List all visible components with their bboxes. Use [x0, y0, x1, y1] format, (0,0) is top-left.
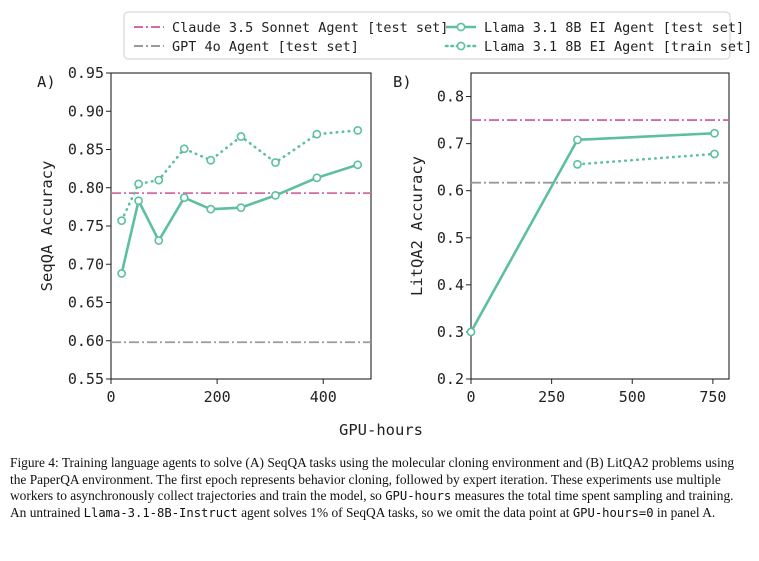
panel-b-y-tick-label: 0.2 [437, 370, 464, 388]
legend-claude-label: Claude 3.5 Sonnet Agent [test set] [172, 20, 448, 36]
panel-a-llama-test-point [312, 173, 322, 183]
panel-b-llama-test-point [573, 135, 582, 145]
legend-llama-test-marker [456, 22, 466, 32]
panel-b-y-tick-label: 0.4 [437, 276, 464, 294]
panel-b-x-tick-label: 250 [538, 388, 565, 406]
panel-b-llama-train-series-line [576, 152, 716, 166]
panel-a-llama-train-point [312, 129, 322, 139]
panel-a-y-tick-label: 0.60 [68, 332, 104, 350]
shared-x-axis-label: GPU-hours [339, 421, 423, 439]
figure-caption: Figure 4: Training language agents to so… [10, 455, 748, 521]
panel-a-llama-test-point [117, 269, 127, 278]
caption-code-gpu-hours: GPU-hours [385, 489, 452, 503]
panel-b-axes-frame [470, 72, 730, 380]
panel-a-llama-train-point [179, 144, 189, 154]
panel-a: 0.55 0.60 0.65 0.70 0.75 0.80 0.85 0.90 0.95 0 200… [37, 64, 372, 406]
panel-b-label: B) [393, 73, 412, 91]
panel-b-x-tick-label: 0 [466, 388, 475, 406]
panel-a-llama-train-point [206, 155, 216, 165]
caption-text-2: measures the total time spent sampling a… [10, 488, 734, 520]
panel-b-llama-test-point [466, 327, 476, 337]
figure-chart: Claude 3.5 Sonnet Agent [test set] GPT 4… [37, 11, 752, 439]
panel-a-y-tick-label: 0.95 [68, 64, 104, 82]
panel-a-x-tick-label: 200 [204, 388, 231, 406]
legend-gpt-label: GPT 4o Agent [test set] [172, 39, 359, 55]
panel-b-llama-test-point [710, 128, 719, 138]
panel-b-y-tick-label: 0.6 [437, 182, 464, 200]
legend-box [123, 11, 731, 60]
panel-a-llama-train-series-line [120, 129, 360, 222]
panel-b-y-tick-label: 0.3 [437, 323, 464, 341]
panel-a-llama-train-point [134, 179, 143, 189]
panel-b-y-axis-label: LitQA2 Accuracy [408, 156, 426, 296]
panel-a-llama-train-point [236, 132, 246, 141]
panel-a-y-tick-label: 0.70 [68, 255, 104, 273]
panel-b-y-tick-label: 0.7 [437, 135, 464, 153]
panel-a-llama-train-point [154, 175, 164, 185]
legend-llama-test-label: Llama 3.1 8B EI Agent [test set] [484, 20, 744, 36]
panel-b-llama-train-point [710, 149, 719, 159]
caption-text-1: Figure 4: Training language agents to so… [10, 455, 735, 503]
panel-a-llama-test-point [154, 236, 164, 245]
panel-b-x-tick-label: 750 [699, 388, 726, 406]
panel-a-x-tick-label: 0 [106, 388, 115, 406]
panel-a-y-tick-label: 0.85 [68, 141, 104, 159]
panel-b-x-tick-label: 500 [619, 388, 646, 406]
panel-a-llama-test-point [271, 190, 280, 200]
panel-a-llama-test-point [236, 203, 246, 213]
panel-a-x-tick-label: 400 [310, 388, 337, 406]
panel-a-label: A) [37, 73, 56, 91]
panel-a-llama-train-point [353, 125, 363, 135]
panel-a-llama-test-point [179, 193, 189, 203]
caption-code-gpu-hours-zero: GPU-hours=0 [572, 505, 654, 520]
panel-b-llama-test-series-line [469, 131, 716, 334]
panel-a-llama-test-point [353, 160, 363, 170]
caption-code-model: Llama-3.1-8B-Instruct [83, 505, 238, 520]
panel-a-y-tick-label: 0.75 [68, 217, 104, 235]
panel-a-llama-test-point [134, 196, 143, 206]
panel-a-y-tick-label: 0.80 [68, 179, 104, 197]
panel-a-y-tick-label: 0.65 [68, 294, 104, 312]
panel-b-y-tick-label: 0.5 [437, 229, 464, 247]
legend: Claude 3.5 Sonnet Agent [test set] GPT 4… [123, 11, 752, 60]
panel-b-llama-train-point [573, 159, 582, 169]
panel-a-y-axis-label: SeqQA Accuracy [38, 161, 56, 292]
panel-a-llama-test-point [206, 204, 216, 214]
panel-b-y-tick-label: 0.8 [437, 88, 464, 106]
panel-b: 0.2 0.3 0.4 0.5 0.6 0.7 0.8 0 250 500 750 LitQA2 Ac… [393, 72, 730, 406]
panel-a-y-tick-label: 0.55 [68, 370, 104, 388]
legend-llama-train-label: Llama 3.1 8B EI Agent [train set] [484, 39, 752, 55]
panel-a-y-tick-label: 0.90 [68, 102, 104, 120]
caption-text-3: agent solves 1% of SeqQA tasks, so we om… [237, 504, 573, 520]
legend-llama-train-marker [456, 41, 466, 51]
panel-a-llama-train-point [271, 158, 280, 167]
panel-a-llama-train-point [117, 216, 127, 226]
caption-text-4: in panel A. [653, 504, 716, 520]
